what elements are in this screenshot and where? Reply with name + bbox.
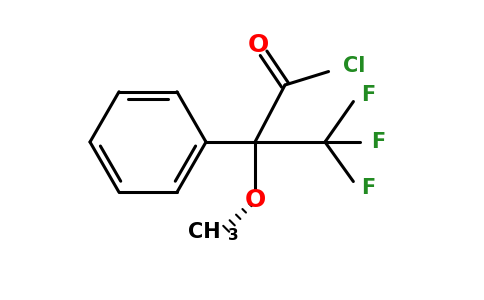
Text: O: O — [247, 33, 269, 57]
Text: F: F — [371, 132, 385, 152]
Text: F: F — [361, 85, 375, 105]
Text: O: O — [244, 188, 266, 212]
Text: CH: CH — [188, 222, 221, 242]
Text: Cl: Cl — [343, 56, 365, 76]
Text: 3: 3 — [227, 227, 238, 242]
Text: F: F — [361, 178, 375, 198]
